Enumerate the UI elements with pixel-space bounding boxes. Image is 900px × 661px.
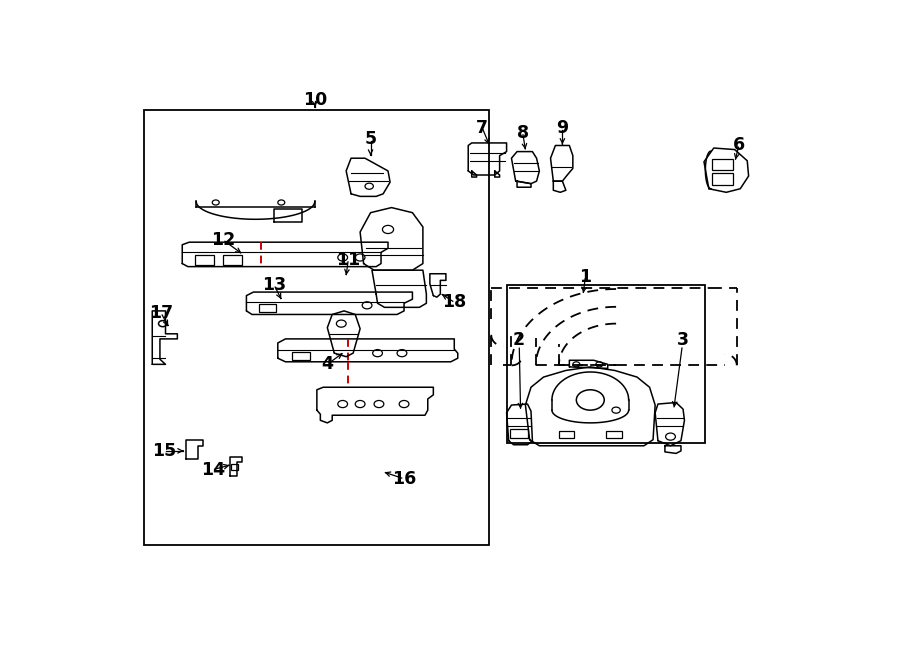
Bar	[607, 430, 622, 438]
Text: 4: 4	[321, 356, 333, 373]
Bar	[713, 159, 734, 170]
Text: 5: 5	[364, 130, 376, 148]
Bar	[507, 286, 706, 444]
Text: 2: 2	[513, 331, 526, 349]
Text: 7: 7	[476, 119, 488, 137]
Bar	[713, 173, 734, 184]
Bar	[222, 255, 242, 264]
Bar	[292, 352, 310, 360]
Text: 1: 1	[580, 268, 591, 286]
Text: 13: 13	[262, 276, 286, 294]
Bar	[510, 429, 527, 438]
Bar	[259, 304, 276, 313]
Bar	[559, 430, 574, 438]
Text: 18: 18	[442, 293, 466, 311]
Text: 17: 17	[149, 305, 174, 323]
Text: 9: 9	[556, 119, 569, 137]
Text: 11: 11	[336, 251, 360, 269]
Text: 16: 16	[392, 470, 416, 488]
Text: 6: 6	[733, 136, 745, 155]
Text: 14: 14	[201, 461, 225, 479]
Bar	[144, 110, 490, 545]
Text: 10: 10	[302, 91, 327, 108]
Text: 8: 8	[517, 124, 528, 141]
Text: 15: 15	[152, 442, 176, 460]
Bar	[194, 255, 214, 264]
Text: 12: 12	[211, 231, 235, 249]
Bar	[231, 464, 238, 470]
Text: 3: 3	[677, 331, 689, 349]
